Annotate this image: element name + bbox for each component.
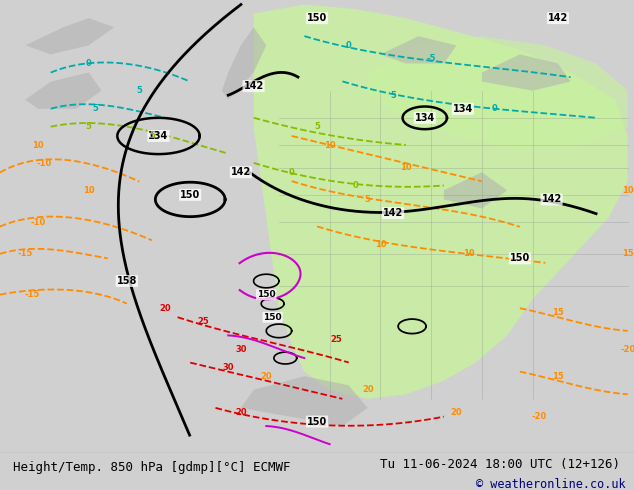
Text: 150: 150 <box>180 190 200 200</box>
Text: 25: 25 <box>197 318 209 326</box>
Text: -20: -20 <box>620 344 634 353</box>
Text: -15: -15 <box>24 290 39 299</box>
Polygon shape <box>254 4 628 399</box>
Text: 158: 158 <box>117 276 137 286</box>
Text: 134: 134 <box>453 104 473 114</box>
Text: 10: 10 <box>375 240 386 249</box>
Text: 15: 15 <box>622 249 633 258</box>
Text: 142: 142 <box>541 195 562 204</box>
Polygon shape <box>241 376 368 426</box>
Text: 0: 0 <box>288 168 295 177</box>
Polygon shape <box>444 172 507 209</box>
Polygon shape <box>25 73 101 109</box>
Text: 20: 20 <box>362 385 373 394</box>
Text: 10: 10 <box>83 186 94 195</box>
Text: 20: 20 <box>159 304 171 313</box>
Text: 5: 5 <box>390 91 396 99</box>
Text: 0: 0 <box>491 104 498 113</box>
Text: 10: 10 <box>463 249 475 258</box>
Text: 5: 5 <box>149 131 155 141</box>
Text: Tu 11-06-2024 18:00 UTC (12+126): Tu 11-06-2024 18:00 UTC (12+126) <box>380 458 621 471</box>
Text: 150: 150 <box>510 253 530 263</box>
Polygon shape <box>380 36 456 64</box>
Text: 134: 134 <box>148 131 169 141</box>
Polygon shape <box>482 54 571 91</box>
Text: 134: 134 <box>415 113 435 123</box>
Text: 142: 142 <box>231 167 251 177</box>
Text: -5: -5 <box>427 54 436 63</box>
Text: 5: 5 <box>365 195 371 204</box>
Text: 0: 0 <box>346 41 352 50</box>
Text: -10: -10 <box>37 159 52 168</box>
Text: 10: 10 <box>324 141 335 149</box>
Text: 150: 150 <box>263 313 282 322</box>
Polygon shape <box>25 18 114 54</box>
Text: 0: 0 <box>86 59 92 68</box>
Text: 10: 10 <box>622 186 633 195</box>
Text: -10: -10 <box>30 218 46 226</box>
Text: Height/Temp. 850 hPa [gdmp][°C] ECMWF: Height/Temp. 850 hPa [gdmp][°C] ECMWF <box>13 462 290 474</box>
Text: 30: 30 <box>235 344 247 353</box>
Text: 0: 0 <box>352 181 358 190</box>
Polygon shape <box>368 36 628 149</box>
Text: 142: 142 <box>548 13 568 23</box>
Text: 10: 10 <box>400 163 411 172</box>
Text: 20: 20 <box>235 408 247 417</box>
Text: 5: 5 <box>86 122 92 131</box>
Text: 142: 142 <box>383 208 403 218</box>
Text: 150: 150 <box>257 290 276 299</box>
Text: 25: 25 <box>330 336 342 344</box>
Polygon shape <box>222 27 266 99</box>
Text: 15: 15 <box>552 308 564 317</box>
Text: 5: 5 <box>314 122 320 131</box>
Text: 142: 142 <box>243 81 264 91</box>
Text: -15: -15 <box>18 249 33 258</box>
Text: 10: 10 <box>32 141 44 149</box>
Text: -20: -20 <box>531 413 547 421</box>
Text: 20: 20 <box>451 408 462 417</box>
Text: 30: 30 <box>223 363 234 371</box>
Text: 150: 150 <box>307 416 327 426</box>
Text: 150: 150 <box>307 13 327 23</box>
Text: © weatheronline.co.uk: © weatheronline.co.uk <box>476 478 625 490</box>
Text: 15: 15 <box>552 372 564 381</box>
Text: 5: 5 <box>92 104 98 113</box>
Text: 20: 20 <box>261 372 272 381</box>
Text: 5: 5 <box>136 86 143 95</box>
